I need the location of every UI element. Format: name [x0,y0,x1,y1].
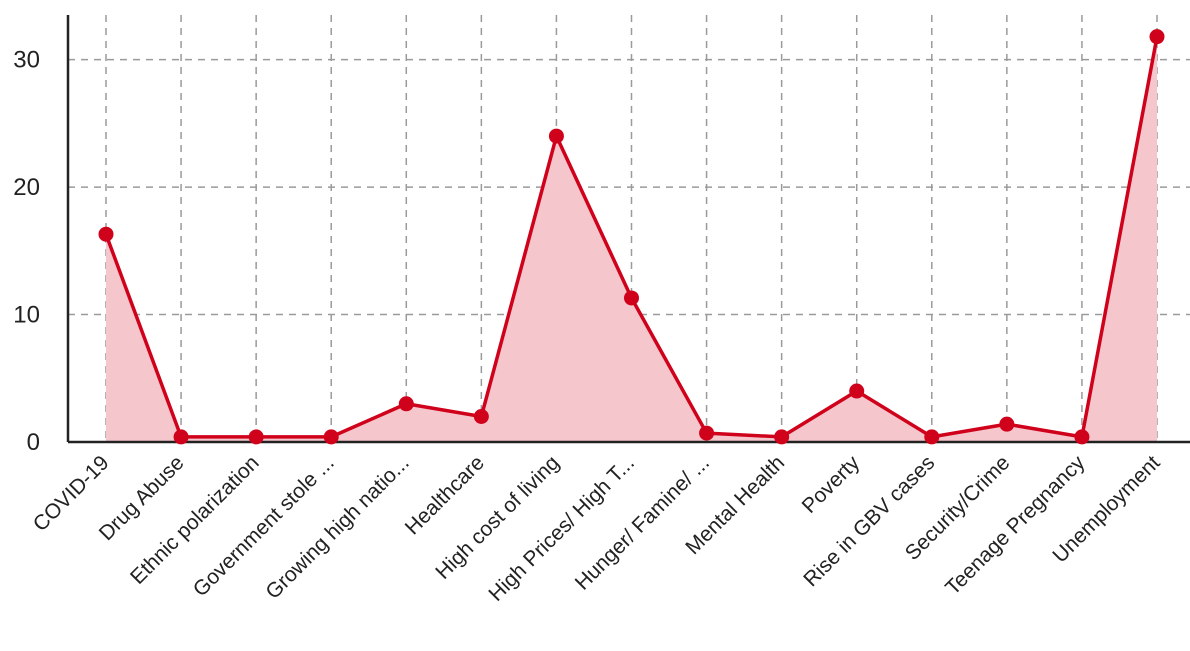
data-point [473,409,489,425]
y-tick-label: 0 [27,429,40,456]
data-point [774,429,790,445]
data-point [999,416,1015,432]
data-point [1074,429,1090,445]
x-tick-label: Ethnic polarization [126,451,264,589]
data-point [248,429,264,445]
data-point [98,226,114,242]
x-tick-label: Rise in GBV cases [799,451,939,591]
grid-lines [68,15,1190,442]
area-fill [106,36,1157,443]
x-tick-label: Hunger/ Famine/ ... [571,451,714,594]
data-point [173,429,189,445]
data-point [849,383,865,399]
data-point [924,429,940,445]
x-tick-label: High cost of living [431,451,564,584]
x-tick-label: Teenage Pregnancy [941,451,1090,600]
y-tick-label: 10 [13,302,40,329]
data-point [624,290,639,306]
x-tick-label: High Prices/ High T... [484,451,639,606]
data-point [323,429,339,445]
data-points [98,29,1165,445]
data-point [699,425,715,441]
x-tick-label: Growing high natio... [261,451,413,603]
y-tick-label: 20 [13,174,40,201]
data-point [548,128,564,144]
data-point [398,396,414,412]
y-tick-labels: 0 10 20 30 [13,47,40,456]
x-tick-label: Poverty [798,451,865,518]
x-tick-label: Government stole ... [189,451,339,601]
y-tick-label: 30 [13,47,40,74]
data-point [1149,29,1165,45]
